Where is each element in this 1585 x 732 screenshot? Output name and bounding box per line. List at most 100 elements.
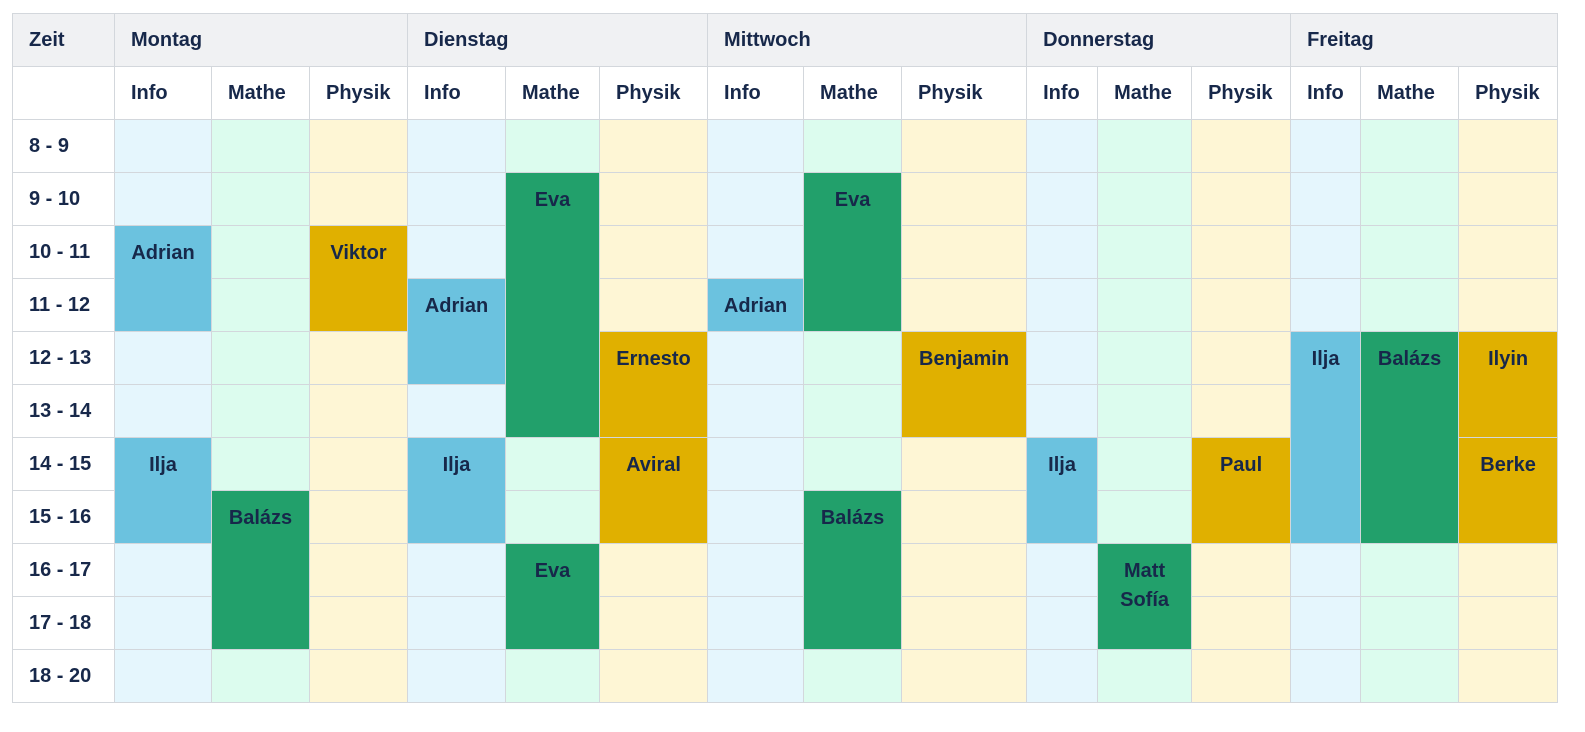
empty-slot[interactable] (1290, 278, 1362, 332)
empty-slot[interactable] (308, 490, 409, 544)
empty-slot[interactable] (707, 172, 805, 226)
lesson-mathe[interactable]: Balázs (1360, 331, 1460, 544)
empty-slot[interactable] (599, 278, 709, 332)
empty-slot[interactable] (114, 649, 212, 703)
empty-slot[interactable] (707, 225, 805, 279)
empty-slot[interactable] (803, 331, 903, 385)
empty-slot[interactable] (1290, 172, 1362, 226)
empty-slot[interactable] (901, 278, 1028, 332)
lesson-mathe[interactable]: Eva (803, 172, 903, 332)
empty-slot[interactable] (1026, 172, 1099, 226)
empty-slot[interactable] (901, 649, 1028, 703)
empty-slot[interactable] (1191, 331, 1292, 385)
empty-slot[interactable] (707, 437, 805, 491)
empty-slot[interactable] (1097, 649, 1193, 703)
empty-slot[interactable] (407, 543, 507, 597)
empty-slot[interactable] (1458, 543, 1559, 597)
empty-slot[interactable] (407, 225, 507, 279)
empty-slot[interactable] (1290, 225, 1362, 279)
empty-slot[interactable] (1026, 278, 1099, 332)
lesson-mathe[interactable]: Matt Sofía (1097, 543, 1193, 650)
empty-slot[interactable] (308, 384, 409, 438)
empty-slot[interactable] (1458, 172, 1559, 226)
empty-slot[interactable] (1026, 596, 1099, 650)
empty-slot[interactable] (707, 649, 805, 703)
empty-slot[interactable] (1458, 119, 1559, 173)
empty-slot[interactable] (308, 331, 409, 385)
empty-slot[interactable] (1026, 225, 1099, 279)
empty-slot[interactable] (1290, 119, 1362, 173)
empty-slot[interactable] (599, 119, 709, 173)
empty-slot[interactable] (1458, 649, 1559, 703)
empty-slot[interactable] (901, 225, 1028, 279)
empty-slot[interactable] (1360, 596, 1460, 650)
empty-slot[interactable] (407, 384, 507, 438)
empty-slot[interactable] (707, 596, 805, 650)
empty-slot[interactable] (599, 649, 709, 703)
lesson-physik[interactable]: Benjamin (901, 331, 1028, 438)
empty-slot[interactable] (114, 331, 212, 385)
empty-slot[interactable] (1458, 278, 1559, 332)
empty-slot[interactable] (1191, 119, 1292, 173)
empty-slot[interactable] (505, 490, 601, 544)
empty-slot[interactable] (1360, 172, 1460, 226)
lesson-info[interactable]: Ilja (114, 437, 212, 544)
empty-slot[interactable] (211, 649, 310, 703)
empty-slot[interactable] (1026, 331, 1099, 385)
empty-slot[interactable] (707, 119, 805, 173)
empty-slot[interactable] (211, 278, 310, 332)
empty-slot[interactable] (1360, 649, 1460, 703)
empty-slot[interactable] (1191, 384, 1292, 438)
empty-slot[interactable] (1191, 543, 1292, 597)
empty-slot[interactable] (901, 490, 1028, 544)
empty-slot[interactable] (1097, 384, 1193, 438)
empty-slot[interactable] (803, 649, 903, 703)
empty-slot[interactable] (803, 119, 903, 173)
lesson-physik[interactable]: Ernesto (599, 331, 709, 438)
empty-slot[interactable] (901, 596, 1028, 650)
empty-slot[interactable] (1191, 278, 1292, 332)
empty-slot[interactable] (1026, 649, 1099, 703)
empty-slot[interactable] (1026, 543, 1099, 597)
empty-slot[interactable] (1026, 119, 1099, 173)
empty-slot[interactable] (308, 596, 409, 650)
empty-slot[interactable] (114, 596, 212, 650)
empty-slot[interactable] (211, 437, 310, 491)
empty-slot[interactable] (1191, 596, 1292, 650)
lesson-mathe[interactable]: Balázs (211, 490, 310, 650)
lesson-info[interactable]: Ilja (407, 437, 507, 544)
empty-slot[interactable] (1097, 278, 1193, 332)
empty-slot[interactable] (407, 649, 507, 703)
empty-slot[interactable] (407, 119, 507, 173)
empty-slot[interactable] (114, 172, 212, 226)
empty-slot[interactable] (1290, 543, 1362, 597)
lesson-info[interactable]: Adrian (407, 278, 507, 385)
empty-slot[interactable] (901, 437, 1028, 491)
empty-slot[interactable] (803, 384, 903, 438)
empty-slot[interactable] (1026, 384, 1099, 438)
empty-slot[interactable] (308, 649, 409, 703)
empty-slot[interactable] (901, 543, 1028, 597)
lesson-info[interactable]: Adrian (707, 278, 805, 332)
lesson-mathe[interactable]: Eva (505, 543, 601, 650)
empty-slot[interactable] (308, 543, 409, 597)
lesson-physik[interactable]: Aviral (599, 437, 709, 544)
empty-slot[interactable] (114, 384, 212, 438)
empty-slot[interactable] (308, 437, 409, 491)
empty-slot[interactable] (707, 331, 805, 385)
empty-slot[interactable] (1290, 649, 1362, 703)
empty-slot[interactable] (707, 543, 805, 597)
empty-slot[interactable] (211, 172, 310, 226)
lesson-mathe[interactable]: Eva (505, 172, 601, 438)
empty-slot[interactable] (599, 543, 709, 597)
lesson-physik[interactable]: Ilyin (1458, 331, 1559, 438)
lesson-info[interactable]: Ilja (1290, 331, 1362, 544)
empty-slot[interactable] (308, 172, 409, 226)
empty-slot[interactable] (1360, 278, 1460, 332)
empty-slot[interactable] (114, 119, 212, 173)
lesson-physik[interactable]: Berke (1458, 437, 1559, 544)
empty-slot[interactable] (599, 596, 709, 650)
lesson-physik[interactable]: Viktor (308, 225, 409, 332)
empty-slot[interactable] (505, 119, 601, 173)
empty-slot[interactable] (1458, 596, 1559, 650)
